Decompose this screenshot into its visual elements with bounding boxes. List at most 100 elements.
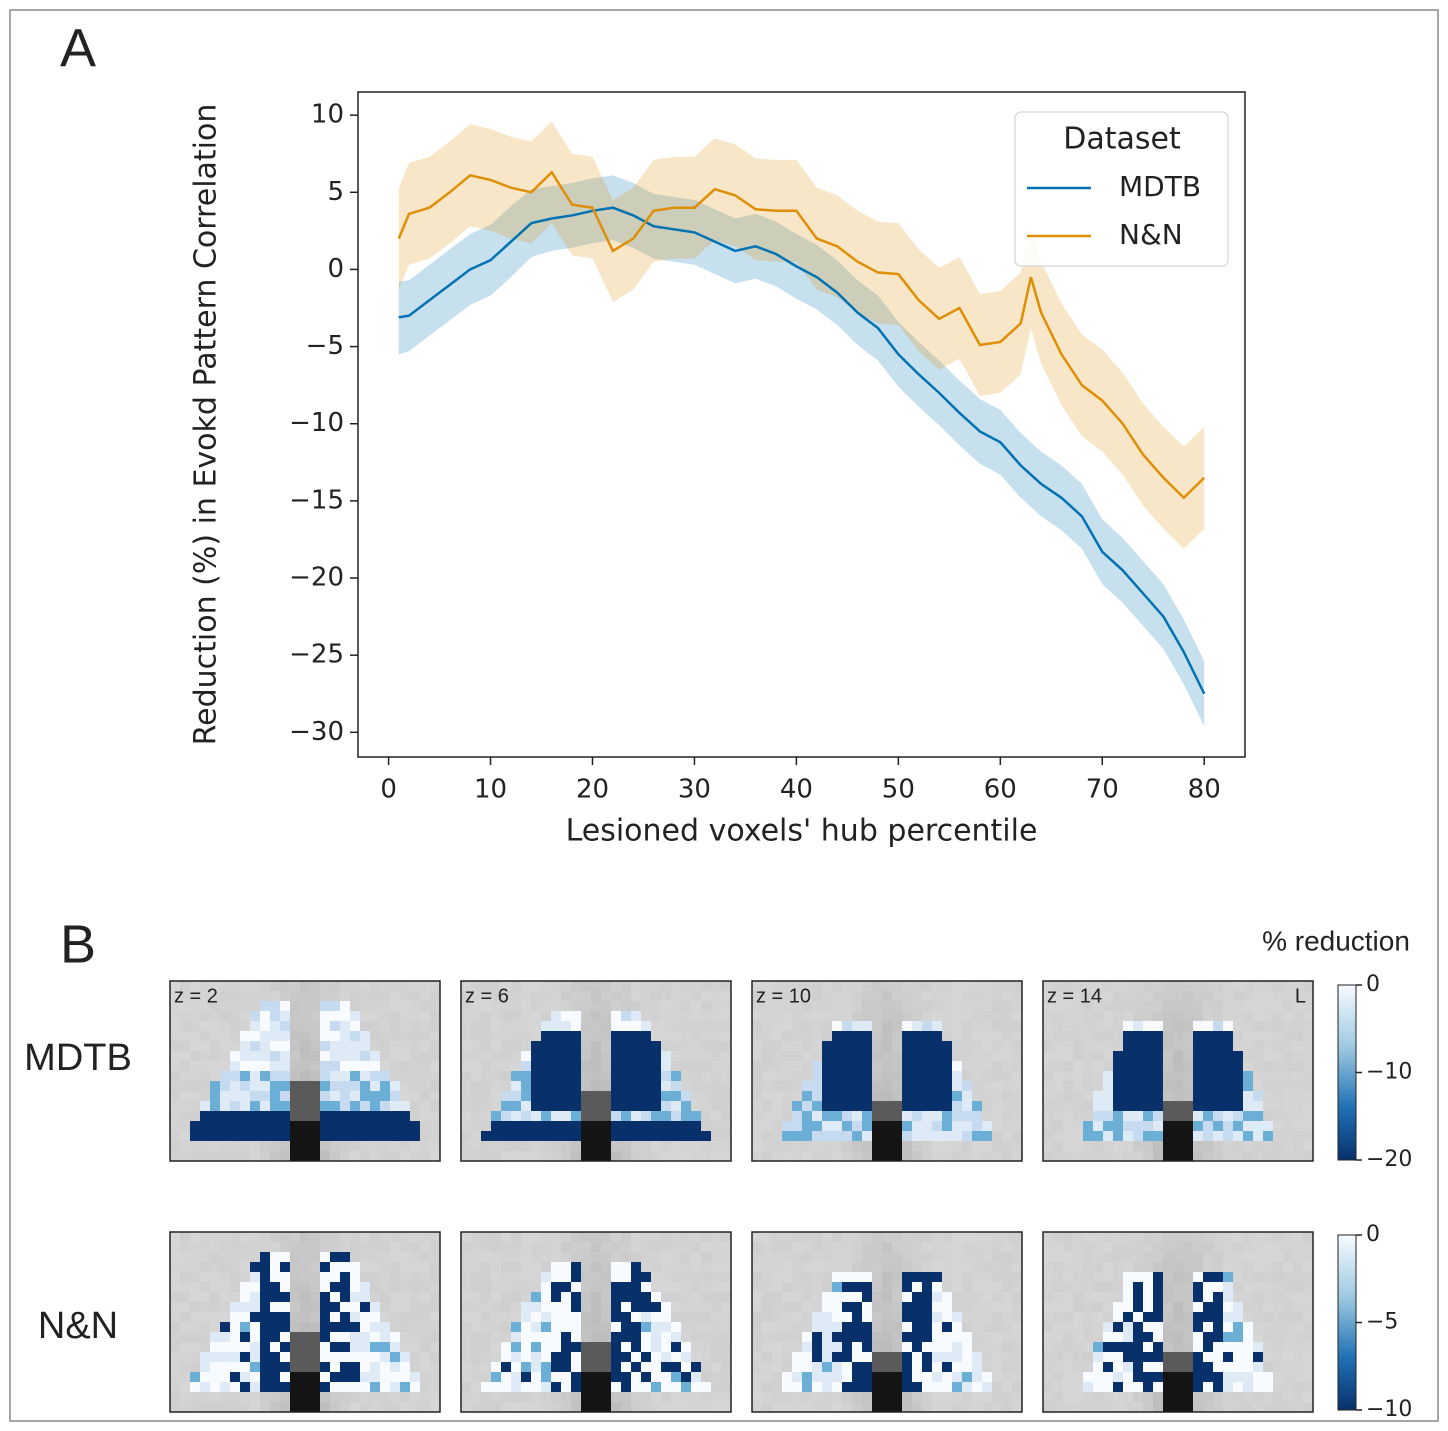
- voxel: [1113, 1081, 1123, 1091]
- voxel: [922, 1342, 932, 1352]
- voxel: [872, 1121, 882, 1131]
- voxel: [561, 1402, 571, 1412]
- x-tick-label: 60: [984, 775, 1017, 805]
- voxel: [170, 1262, 180, 1272]
- voxel: [300, 1332, 310, 1342]
- voxel: [501, 1232, 511, 1242]
- voxel: [621, 1141, 631, 1151]
- voxel: [491, 1392, 501, 1402]
- voxel: [1213, 1242, 1223, 1252]
- voxel: [390, 1292, 400, 1302]
- voxel: [280, 1332, 290, 1342]
- voxel: [1223, 1262, 1233, 1272]
- voxel: [1223, 1362, 1233, 1372]
- voxel: [1053, 1352, 1063, 1362]
- voxel: [711, 1252, 721, 1262]
- voxel: [491, 1091, 501, 1101]
- voxel: [1273, 1372, 1283, 1382]
- voxel: [551, 1061, 561, 1071]
- voxel: [330, 1272, 340, 1282]
- voxel: [320, 1342, 330, 1352]
- voxel: [280, 1362, 290, 1372]
- voxel: [1253, 1302, 1263, 1312]
- voxel: [792, 1121, 802, 1131]
- voxel: [932, 981, 942, 991]
- voxel: [461, 1402, 471, 1412]
- voxel: [1183, 1061, 1193, 1071]
- voxel: [400, 1001, 410, 1011]
- voxel: [822, 1282, 832, 1292]
- voxel: [521, 1021, 531, 1031]
- voxel: [260, 991, 270, 1001]
- voxel: [1283, 1091, 1293, 1101]
- voxel: [1233, 1282, 1243, 1292]
- voxel: [190, 1382, 200, 1392]
- voxel: [922, 1001, 932, 1011]
- voxel: [631, 1382, 641, 1392]
- voxel: [691, 1101, 701, 1111]
- voxel: [1283, 1332, 1293, 1342]
- voxel: [922, 991, 932, 1001]
- voxel: [671, 1342, 681, 1352]
- voxel: [1173, 1402, 1183, 1412]
- voxel: [310, 1131, 320, 1141]
- voxel: [812, 1282, 822, 1292]
- voxel: [641, 991, 651, 1001]
- voxel: [410, 1282, 420, 1292]
- voxel: [581, 1041, 591, 1051]
- voxel: [1273, 1111, 1283, 1121]
- voxel: [400, 1292, 410, 1302]
- voxel: [270, 1011, 280, 1021]
- voxel: [541, 1332, 551, 1342]
- voxel: [792, 1041, 802, 1051]
- voxel: [400, 1332, 410, 1342]
- voxel: [190, 1242, 200, 1252]
- voxel: [621, 1312, 631, 1322]
- voxel: [812, 1121, 822, 1131]
- voxel: [410, 1382, 420, 1392]
- voxel: [340, 1141, 350, 1151]
- voxel: [812, 1091, 822, 1101]
- voxel: [952, 1292, 962, 1302]
- voxel: [571, 1302, 581, 1312]
- voxel: [410, 1051, 420, 1061]
- voxel: [1083, 1021, 1093, 1031]
- voxel: [571, 1402, 581, 1412]
- voxel: [320, 1061, 330, 1071]
- voxel: [501, 1101, 511, 1111]
- voxel: [260, 1101, 270, 1111]
- voxel: [340, 1021, 350, 1031]
- voxel: [1123, 1031, 1133, 1041]
- voxel: [962, 1322, 972, 1332]
- voxel: [210, 1242, 220, 1252]
- voxel: [942, 1101, 952, 1111]
- voxel: [842, 1061, 852, 1071]
- voxel: [511, 1362, 521, 1372]
- voxel: [340, 1272, 350, 1282]
- voxel: [842, 1081, 852, 1091]
- voxel: [1113, 1151, 1123, 1161]
- voxel: [982, 1232, 992, 1242]
- voxel: [922, 1091, 932, 1101]
- voxel: [180, 1071, 190, 1081]
- voxel: [701, 1061, 711, 1071]
- voxel: [701, 1282, 711, 1292]
- voxel: [972, 1051, 982, 1061]
- voxel: [601, 1402, 611, 1412]
- voxel: [782, 1041, 792, 1051]
- voxel: [521, 1402, 531, 1412]
- voxel: [330, 1011, 340, 1021]
- voxel: [681, 1402, 691, 1412]
- voxel: [641, 1312, 651, 1322]
- voxel: [1012, 1402, 1022, 1412]
- voxel: [1243, 1352, 1253, 1362]
- voxel: [1203, 1071, 1213, 1081]
- voxel: [872, 1362, 882, 1372]
- voxel: [1283, 1312, 1293, 1322]
- voxel: [872, 1021, 882, 1031]
- voxel: [400, 1021, 410, 1031]
- voxel: [1233, 1021, 1243, 1031]
- voxel: [180, 1402, 190, 1412]
- x-tick-label: 10: [474, 775, 507, 805]
- voxel: [1123, 1292, 1133, 1302]
